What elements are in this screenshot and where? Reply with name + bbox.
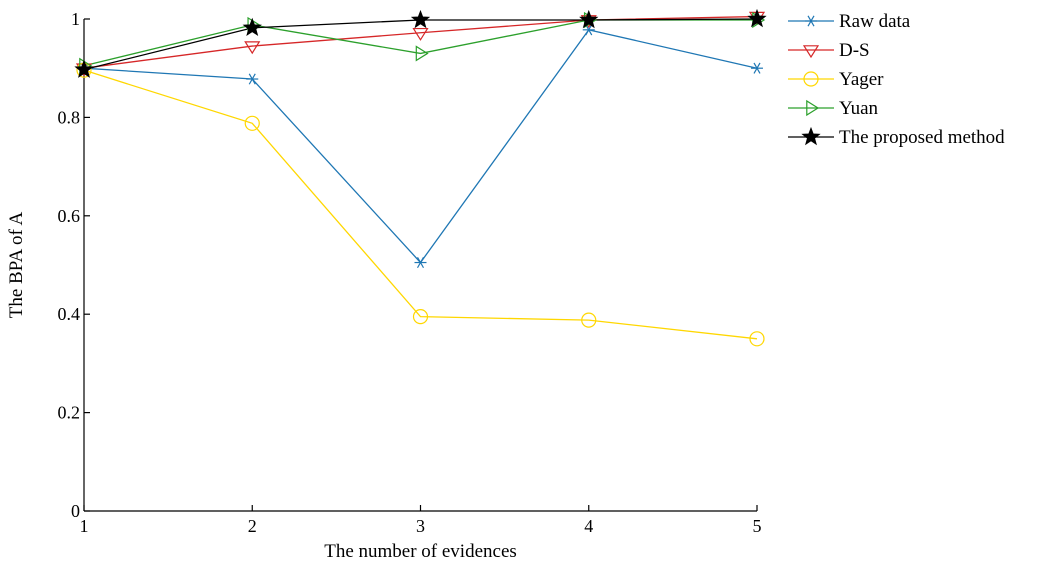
chart-axes [83,19,757,512]
data-point-2-4 [749,331,765,347]
data-point-0-1 [246,73,259,85]
data-point-4-3 [579,9,599,29]
x-axis-title: The number of evidences [324,541,517,562]
data-point-2-2 [412,309,429,325]
legend-item: D-S [788,40,870,61]
chart-legend: Raw data D-S Yager Yuan The proposed method [788,11,1005,148]
series-lines [83,15,758,340]
legend-marker [801,126,821,146]
legend-item: Raw data [788,11,911,32]
series-line-1 [83,15,758,69]
data-point-0-3 [582,24,595,36]
data-point-3-2 [415,45,429,62]
legend-label: The proposed method [839,127,1005,148]
data-point-2-3 [581,312,597,328]
x-tick-label: 4 [584,516,593,536]
data-point-0-4 [751,62,763,74]
data-point-4-4 [747,8,767,28]
legend-label: Yager [839,69,884,90]
y-tick-label: 1 [71,9,80,29]
series-markers [74,8,767,347]
x-tick-label: 1 [80,516,89,536]
data-point-4-2 [410,9,431,29]
y-axis-title: The BPA of A [6,211,27,318]
legend-label: Yuan [839,98,879,119]
legend-marker [803,71,819,87]
axis-ticks: 1 2 3 4 5 0 0.2 0.4 0.6 0.8 1 [58,9,762,536]
y-tick-label: 0.6 [58,206,81,226]
legend-item: Yuan [788,98,879,119]
data-point-4-0 [74,59,94,78]
data-point-1-2 [412,27,429,41]
x-tick-label: 2 [248,516,257,536]
series-line-4 [83,18,758,71]
series-line-2 [83,69,758,340]
legend-label: Raw data [839,11,911,32]
legend-item: Yager [788,69,884,90]
y-tick-label: 0 [71,501,80,521]
y-tick-label: 0.8 [58,107,81,127]
legend-item: The proposed method [788,126,1005,148]
data-point-4-1 [242,17,262,37]
series-line-3 [83,19,757,67]
legend-marker [802,45,820,59]
x-tick-label: 5 [753,516,762,536]
legend-marker [805,15,817,27]
data-point-1-1 [244,41,261,55]
legend-marker [806,99,820,117]
y-tick-label: 0.2 [58,403,81,423]
y-tick-label: 0.4 [58,304,81,324]
x-tick-label: 3 [416,516,425,536]
series-line-0 [83,29,758,264]
data-point-0-2 [414,257,427,269]
legend-label: D-S [839,40,870,61]
data-point-2-1 [244,115,260,131]
